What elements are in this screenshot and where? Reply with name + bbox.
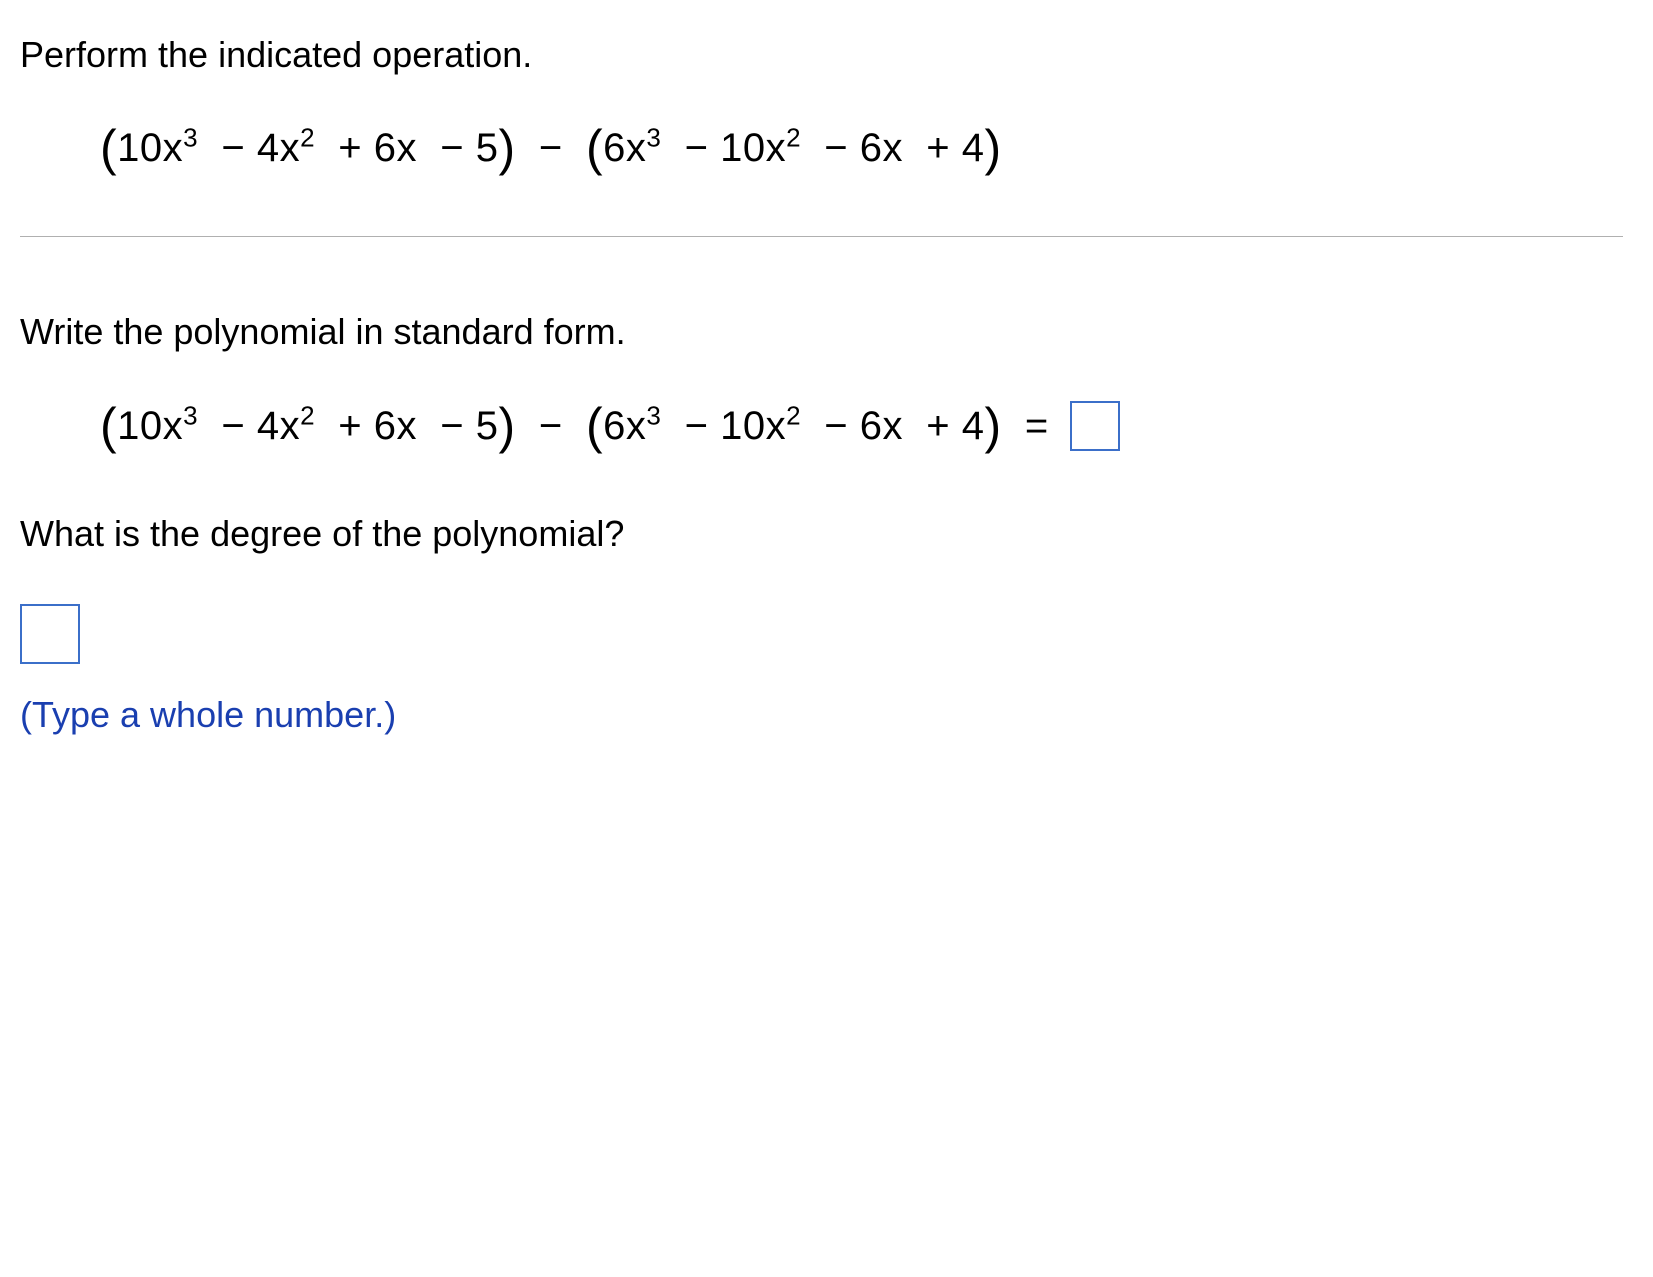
degree-prompt: What is the degree of the polynomial? xyxy=(20,509,1623,559)
degree-hint: (Type a whole number.) xyxy=(20,690,1623,740)
section-divider xyxy=(20,236,1623,237)
standard-form-prompt: Write the polynomial in standard form. xyxy=(20,307,1623,357)
standard-form-answer-input[interactable] xyxy=(1070,401,1120,451)
instruction-text: Perform the indicated operation. xyxy=(20,30,1623,80)
degree-answer-input[interactable] xyxy=(20,604,80,664)
standard-form-equation: (10x3 − 4x2 + 6x − 5) − (6x3 − 10x2 − 6x… xyxy=(100,398,1623,454)
problem-expression: (10x3 − 4x2 + 6x − 5) − (6x3 − 10x2 − 6x… xyxy=(100,120,1623,176)
